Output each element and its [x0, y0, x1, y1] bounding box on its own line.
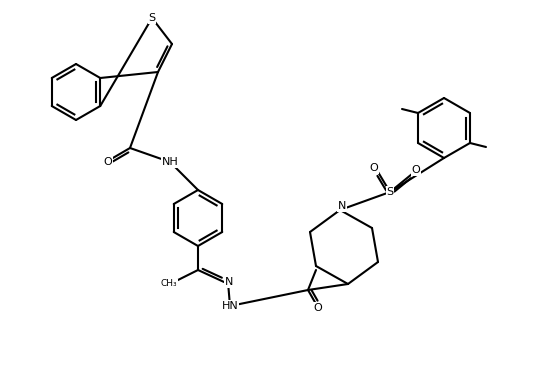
- Text: CH₃: CH₃: [161, 279, 177, 288]
- Text: S: S: [387, 187, 394, 197]
- Text: O: O: [313, 303, 322, 313]
- Text: O: O: [412, 165, 420, 175]
- Text: N: N: [338, 201, 346, 211]
- Text: S: S: [149, 13, 156, 23]
- Text: HN: HN: [222, 301, 239, 311]
- Text: O: O: [370, 163, 378, 173]
- Text: NH: NH: [162, 157, 179, 167]
- Text: N: N: [225, 277, 233, 287]
- Text: O: O: [104, 157, 112, 167]
